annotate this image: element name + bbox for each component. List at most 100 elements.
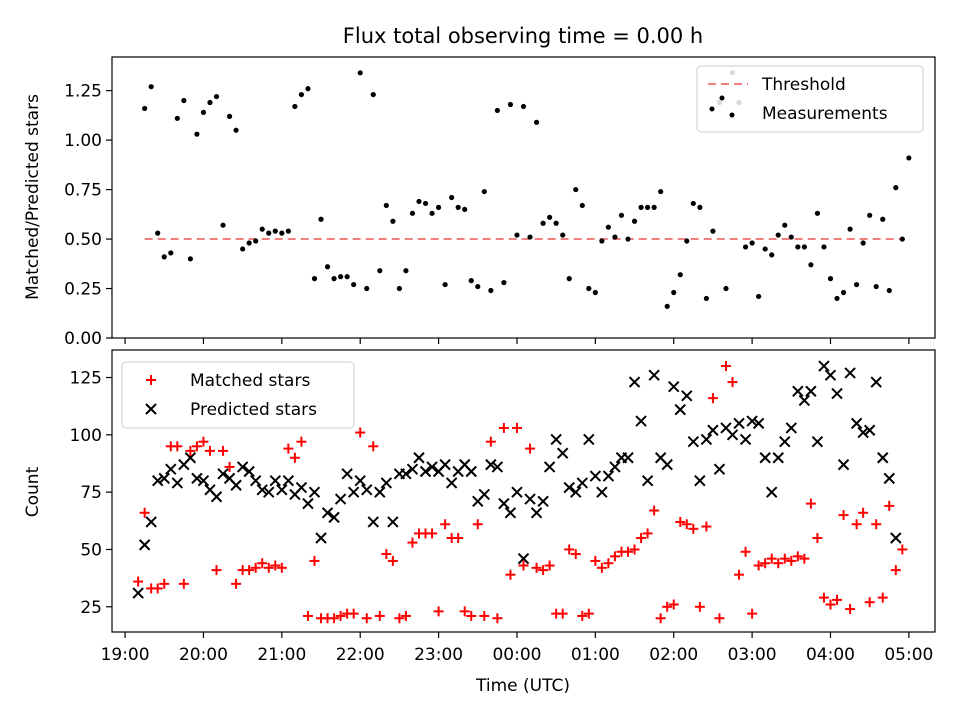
predicted-point: [785, 422, 798, 434]
measurement-points: [142, 70, 912, 309]
matched-point: [812, 533, 823, 543]
predicted-point: [602, 470, 615, 482]
measurement-point: [351, 281, 357, 288]
matched-point: [786, 555, 797, 566]
matched-point: [472, 519, 483, 530]
measurement-point: [795, 244, 801, 250]
matched-point: [427, 528, 438, 539]
measurement-point: [847, 226, 853, 232]
y-tick-label: 0.25: [64, 280, 102, 300]
matched-point: [159, 578, 170, 589]
y-tick-label: 0.75: [64, 181, 102, 201]
measurement-point: [494, 107, 500, 114]
measurement-point: [579, 202, 585, 209]
plot-frame-ratio: [111, 56, 936, 339]
predicted-point: [726, 429, 739, 441]
predicted-point: [694, 474, 706, 487]
measurement-point: [723, 285, 729, 292]
predicted-point: [857, 426, 869, 439]
matched-point: [466, 610, 477, 621]
predicted-point: [883, 472, 895, 485]
matched-point: [485, 436, 496, 447]
predicted-point: [805, 385, 817, 397]
matched-point: [668, 599, 679, 610]
predicted-point: [308, 486, 321, 498]
measurement-point: [638, 204, 644, 210]
matched-point: [884, 500, 895, 511]
measurement-point: [507, 101, 514, 108]
matched-point: [701, 521, 712, 532]
matched-point: [747, 608, 758, 619]
measurement-point: [592, 289, 598, 296]
measurement-point: [344, 274, 350, 280]
predicted-point: [249, 474, 262, 487]
measurement-point: [226, 113, 233, 119]
measurement-point: [645, 204, 651, 210]
measurement-point: [840, 289, 847, 296]
matched-point: [538, 565, 549, 576]
predicted-point: [295, 481, 308, 494]
matched-point: [688, 523, 699, 534]
predicted-point: [537, 495, 549, 508]
measurement-point: [207, 99, 213, 106]
predicted-point: [550, 433, 562, 446]
predicted-point: [576, 477, 588, 489]
measurement-point: [416, 198, 422, 205]
matched-point: [453, 533, 464, 543]
measurement-point: [488, 287, 494, 294]
measurement-point: [520, 103, 527, 110]
matched-point: [198, 436, 209, 447]
predicted-point: [158, 472, 170, 485]
measurement-point: [514, 232, 520, 238]
y-tick-label: 50: [80, 540, 102, 560]
measurement-point: [690, 200, 696, 207]
count-points: [132, 360, 908, 624]
matched-point: [172, 441, 183, 452]
measurement-point: [742, 244, 749, 250]
measurement-point: [893, 185, 899, 191]
matched-point: [707, 393, 718, 404]
predicted-point: [524, 493, 536, 505]
predicted-point: [674, 403, 686, 416]
legend-matched-swatch: [146, 375, 156, 385]
predicted-point: [635, 415, 647, 427]
measurement-point: [220, 222, 226, 228]
measurement-point: [168, 250, 174, 256]
predicted-point: [628, 376, 641, 388]
measurement-point: [867, 212, 873, 218]
measurement-point: [311, 276, 318, 282]
matched-point: [139, 507, 150, 518]
matched-point: [832, 594, 843, 605]
measurement-point: [749, 240, 755, 246]
y-tick-label: 0.00: [64, 329, 102, 349]
measurement-point: [860, 240, 866, 246]
y-tick-label: 1.25: [64, 82, 102, 102]
measurement-point: [272, 228, 278, 234]
matched-point: [590, 555, 601, 566]
predicted-point: [171, 477, 184, 489]
x-tick-label: 21:00: [257, 645, 306, 665]
measurement-point: [664, 303, 670, 309]
measurement-point: [396, 285, 402, 292]
matched-point: [877, 592, 888, 603]
matched-point: [525, 443, 536, 454]
matched-point: [211, 565, 222, 576]
matched-point: [381, 549, 392, 560]
matched-point: [355, 427, 366, 438]
predicted-point: [347, 486, 360, 498]
measurement-point: [148, 84, 154, 90]
matched-point: [753, 560, 764, 571]
measurement-point: [631, 218, 638, 224]
predicted-point: [374, 486, 386, 498]
matched-point: [720, 361, 731, 372]
y-ticks-count: 25 50 75 100 125: [70, 369, 112, 618]
matched-point: [152, 583, 163, 594]
matched-point: [805, 498, 816, 509]
matched-point: [570, 549, 581, 560]
matched-point: [263, 562, 274, 573]
predicted-point: [746, 415, 758, 427]
measurement-point: [481, 188, 487, 195]
measurement-point: [599, 238, 605, 244]
matched-point: [727, 377, 738, 388]
predicted-point: [556, 447, 569, 459]
